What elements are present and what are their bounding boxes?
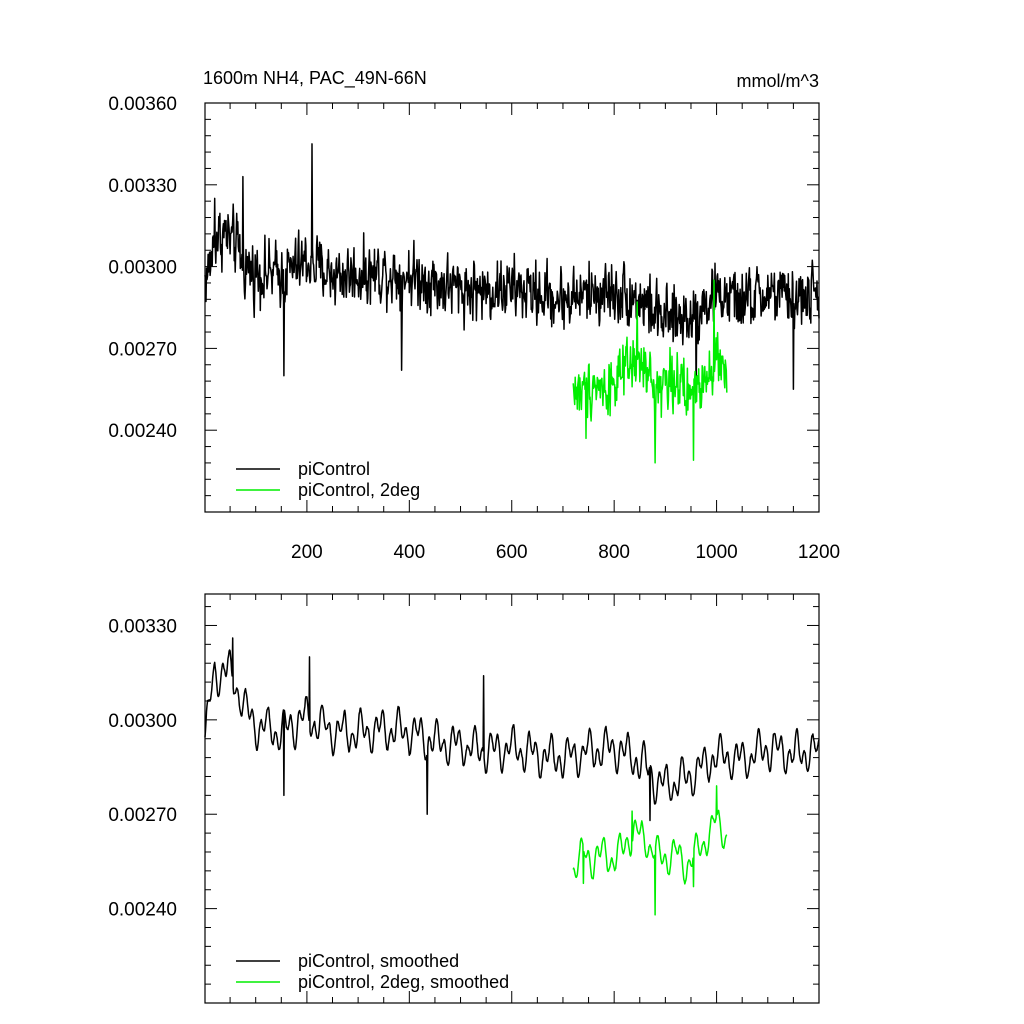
y-tick-label: 0.00360 (108, 94, 177, 115)
x-tick-label: 800 (598, 542, 630, 563)
top-chart-title: 1600m NH4, PAC_49N-66N (203, 68, 427, 89)
top-series-lines (204, 143, 820, 464)
x-tick-label: 1000 (695, 542, 737, 563)
legend-label-picontrol-smoothed: piControl, smoothed (298, 951, 459, 971)
series-line-picontrol (204, 143, 820, 399)
y-tick-label: 0.00330 (108, 616, 177, 637)
y-tick-label: 0.00270 (108, 805, 177, 826)
legend-label-picontrol: piControl (298, 459, 370, 479)
x-tick-label: 1200 (798, 542, 840, 563)
bottom-x-axis (229, 594, 820, 1003)
bottom-series-lines (204, 637, 820, 916)
bottom-y-axis: 0.00240 0.00270 0.00300 0.00330 (108, 606, 819, 1004)
bottom-legend: piControl, smoothed piControl, 2deg, smo… (236, 951, 509, 992)
y-tick-label: 0.00240 (108, 421, 177, 442)
x-tick-label: 400 (393, 542, 425, 563)
y-tick-label: 0.00330 (108, 176, 177, 197)
legend-label-picontrol-2deg: piControl, 2deg (298, 480, 420, 500)
series-line-picontrol-2deg (572, 785, 728, 916)
top-y-axis: 0.00240 0.00270 0.00300 0.00330 0.00360 (108, 94, 819, 513)
series-line-picontrol (204, 637, 820, 822)
top-x-axis: 200 400 600 800 1000 1200 (229, 103, 840, 563)
y-tick-label: 0.00270 (108, 339, 177, 360)
series-line-picontrol-2deg (572, 279, 728, 464)
bottom-chart-panel: 0.00240 0.00270 0.00300 0.00330 piControl, … (108, 593, 820, 1004)
top-legend: piControl piControl, 2deg (236, 459, 420, 500)
bottom-plot-frame (204, 593, 820, 1004)
y-tick-label: 0.00300 (108, 258, 177, 279)
y-tick-label: 0.00300 (108, 711, 177, 732)
top-chart-units: mmol/m^3 (737, 71, 819, 91)
x-tick-label: 200 (291, 542, 323, 563)
top-chart-panel: 1600m NH4, PAC_49N-66N mmol/m^3 0.002400… (108, 68, 840, 563)
x-tick-label: 600 (496, 542, 528, 563)
y-tick-label: 0.00240 (108, 900, 177, 921)
legend-label-picontrol-2deg-smoothed: piControl, 2deg, smoothed (298, 972, 509, 992)
